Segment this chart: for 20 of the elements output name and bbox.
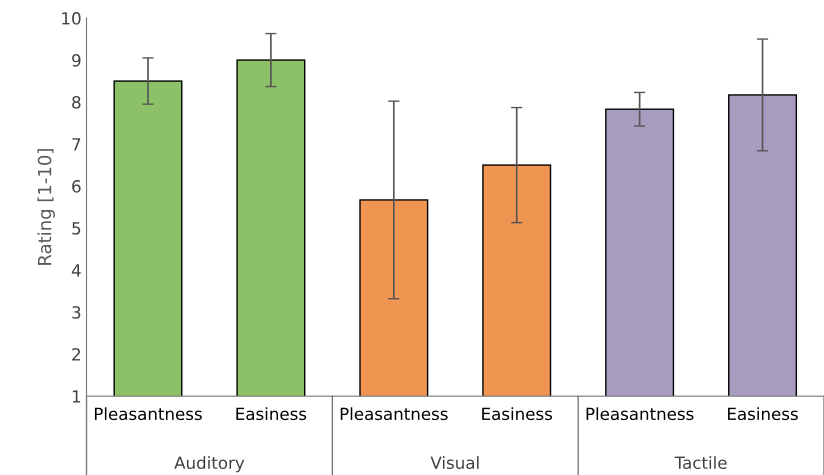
x-tick-label: Pleasantness xyxy=(340,407,448,420)
y-tick-label: 1 xyxy=(72,390,80,402)
y-tick-label: 6 xyxy=(72,180,81,193)
y-tick-label: 7 xyxy=(72,138,80,150)
text: Visual xyxy=(430,456,479,470)
x-tick-label: Easiness xyxy=(728,407,798,420)
y-tick-label: 2 xyxy=(72,348,80,360)
x-tick-label: Pleasantness xyxy=(586,407,694,420)
y-tick-label: 9 xyxy=(72,54,80,67)
text: Tactile xyxy=(674,456,727,470)
x-tick-label: Pleasantness xyxy=(94,407,202,420)
x-tick-label: Easiness xyxy=(236,407,306,420)
y-tick-label: 5 xyxy=(72,222,80,235)
y-tick-label: 10 xyxy=(62,12,81,25)
x-tick-label: Easiness xyxy=(482,407,552,420)
y-tick-label: 8 xyxy=(72,96,81,109)
y-tick-label: 3 xyxy=(72,306,80,319)
y-tick-label: 4 xyxy=(72,264,81,276)
y-axis-title: Rating [1-10] xyxy=(37,149,55,265)
text: Auditory xyxy=(174,456,244,472)
